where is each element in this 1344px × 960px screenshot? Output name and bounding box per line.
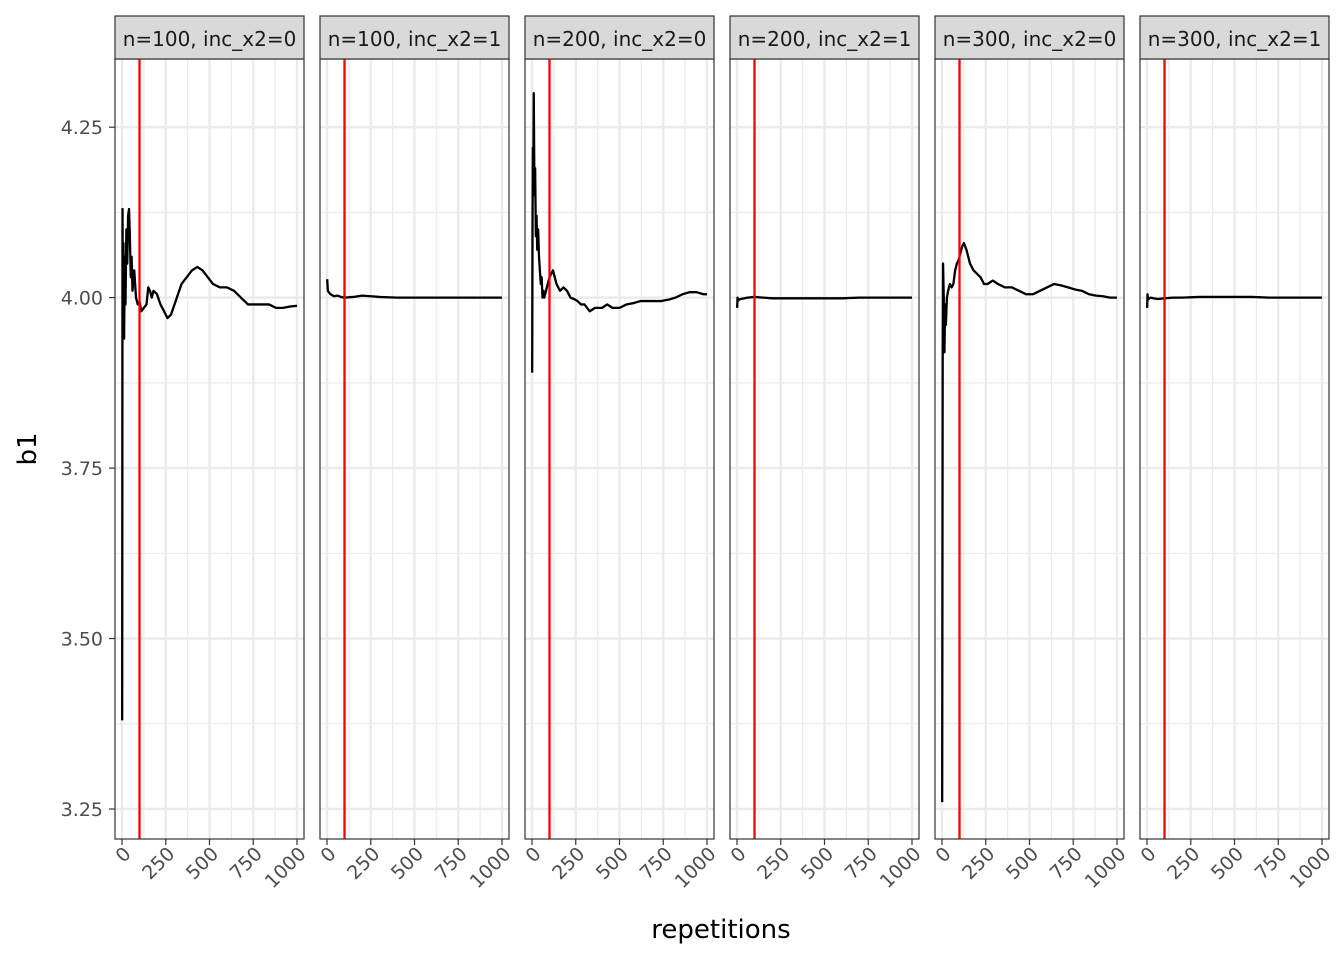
x-tick-label: 1000	[1286, 843, 1336, 893]
x-tick-label: 0	[316, 843, 340, 867]
x-tick-label: 500	[797, 843, 838, 884]
x-tick-label: 250	[138, 843, 179, 884]
x-tick-label: 500	[1207, 843, 1248, 884]
strip-label: n=200, inc_x2=1	[738, 27, 912, 51]
strip-label: n=200, inc_x2=0	[533, 27, 707, 51]
x-tick-label: 500	[182, 843, 223, 884]
x-tick-label: 0	[1136, 843, 1160, 867]
x-tick-label: 250	[1163, 843, 1204, 884]
x-tick-label: 0	[931, 843, 955, 867]
y-tick-label: 4.25	[61, 117, 103, 139]
x-tick-label: 0	[521, 843, 545, 867]
x-tick-label: 250	[343, 843, 384, 884]
strip-label: n=100, inc_x2=1	[328, 27, 502, 51]
series-line	[531, 91, 707, 373]
y-tick-label: 4.00	[61, 288, 103, 310]
y-axis: 3.25 3.50 3.75 4.00 4.25	[61, 117, 115, 821]
strip-background	[319, 15, 510, 60]
strip-background	[729, 15, 920, 60]
x-tick-label: 1000	[876, 843, 926, 893]
y-tick-label: 3.50	[61, 629, 103, 651]
series-line	[121, 207, 298, 721]
x-tick-label: 1000	[466, 843, 516, 893]
x-axis-title: repetitions	[651, 915, 790, 945]
strip-background	[1139, 15, 1330, 60]
strip-background	[934, 15, 1125, 60]
x-tick-label: 500	[387, 843, 428, 884]
series-line	[941, 241, 1117, 803]
x-tick-label: 1000	[261, 843, 311, 893]
y-axis-title: b1	[13, 432, 43, 465]
x-tick-label: 500	[1002, 843, 1043, 884]
strip-background	[114, 15, 305, 60]
x-tick-label: 250	[548, 843, 589, 884]
strip-label: n=300, inc_x2=1	[1148, 27, 1322, 51]
strip-background	[524, 15, 715, 60]
series-line	[326, 279, 502, 299]
x-tick-label: 500	[592, 843, 633, 884]
x-tick-label: 250	[753, 843, 794, 884]
x-tick-label: 250	[958, 843, 999, 884]
x-tick-label: 0	[726, 843, 750, 867]
y-tick-label: 3.75	[61, 458, 103, 480]
strip-label: n=100, inc_x2=0	[123, 27, 297, 51]
x-tick-label: 1000	[1081, 843, 1131, 893]
series-line	[736, 295, 912, 308]
strip-label: n=300, inc_x2=0	[943, 27, 1117, 51]
series-line	[1146, 293, 1322, 308]
y-tick-label: 3.25	[61, 799, 103, 821]
x-tick-label: 0	[111, 843, 135, 867]
x-tick-label: 1000	[671, 843, 721, 893]
